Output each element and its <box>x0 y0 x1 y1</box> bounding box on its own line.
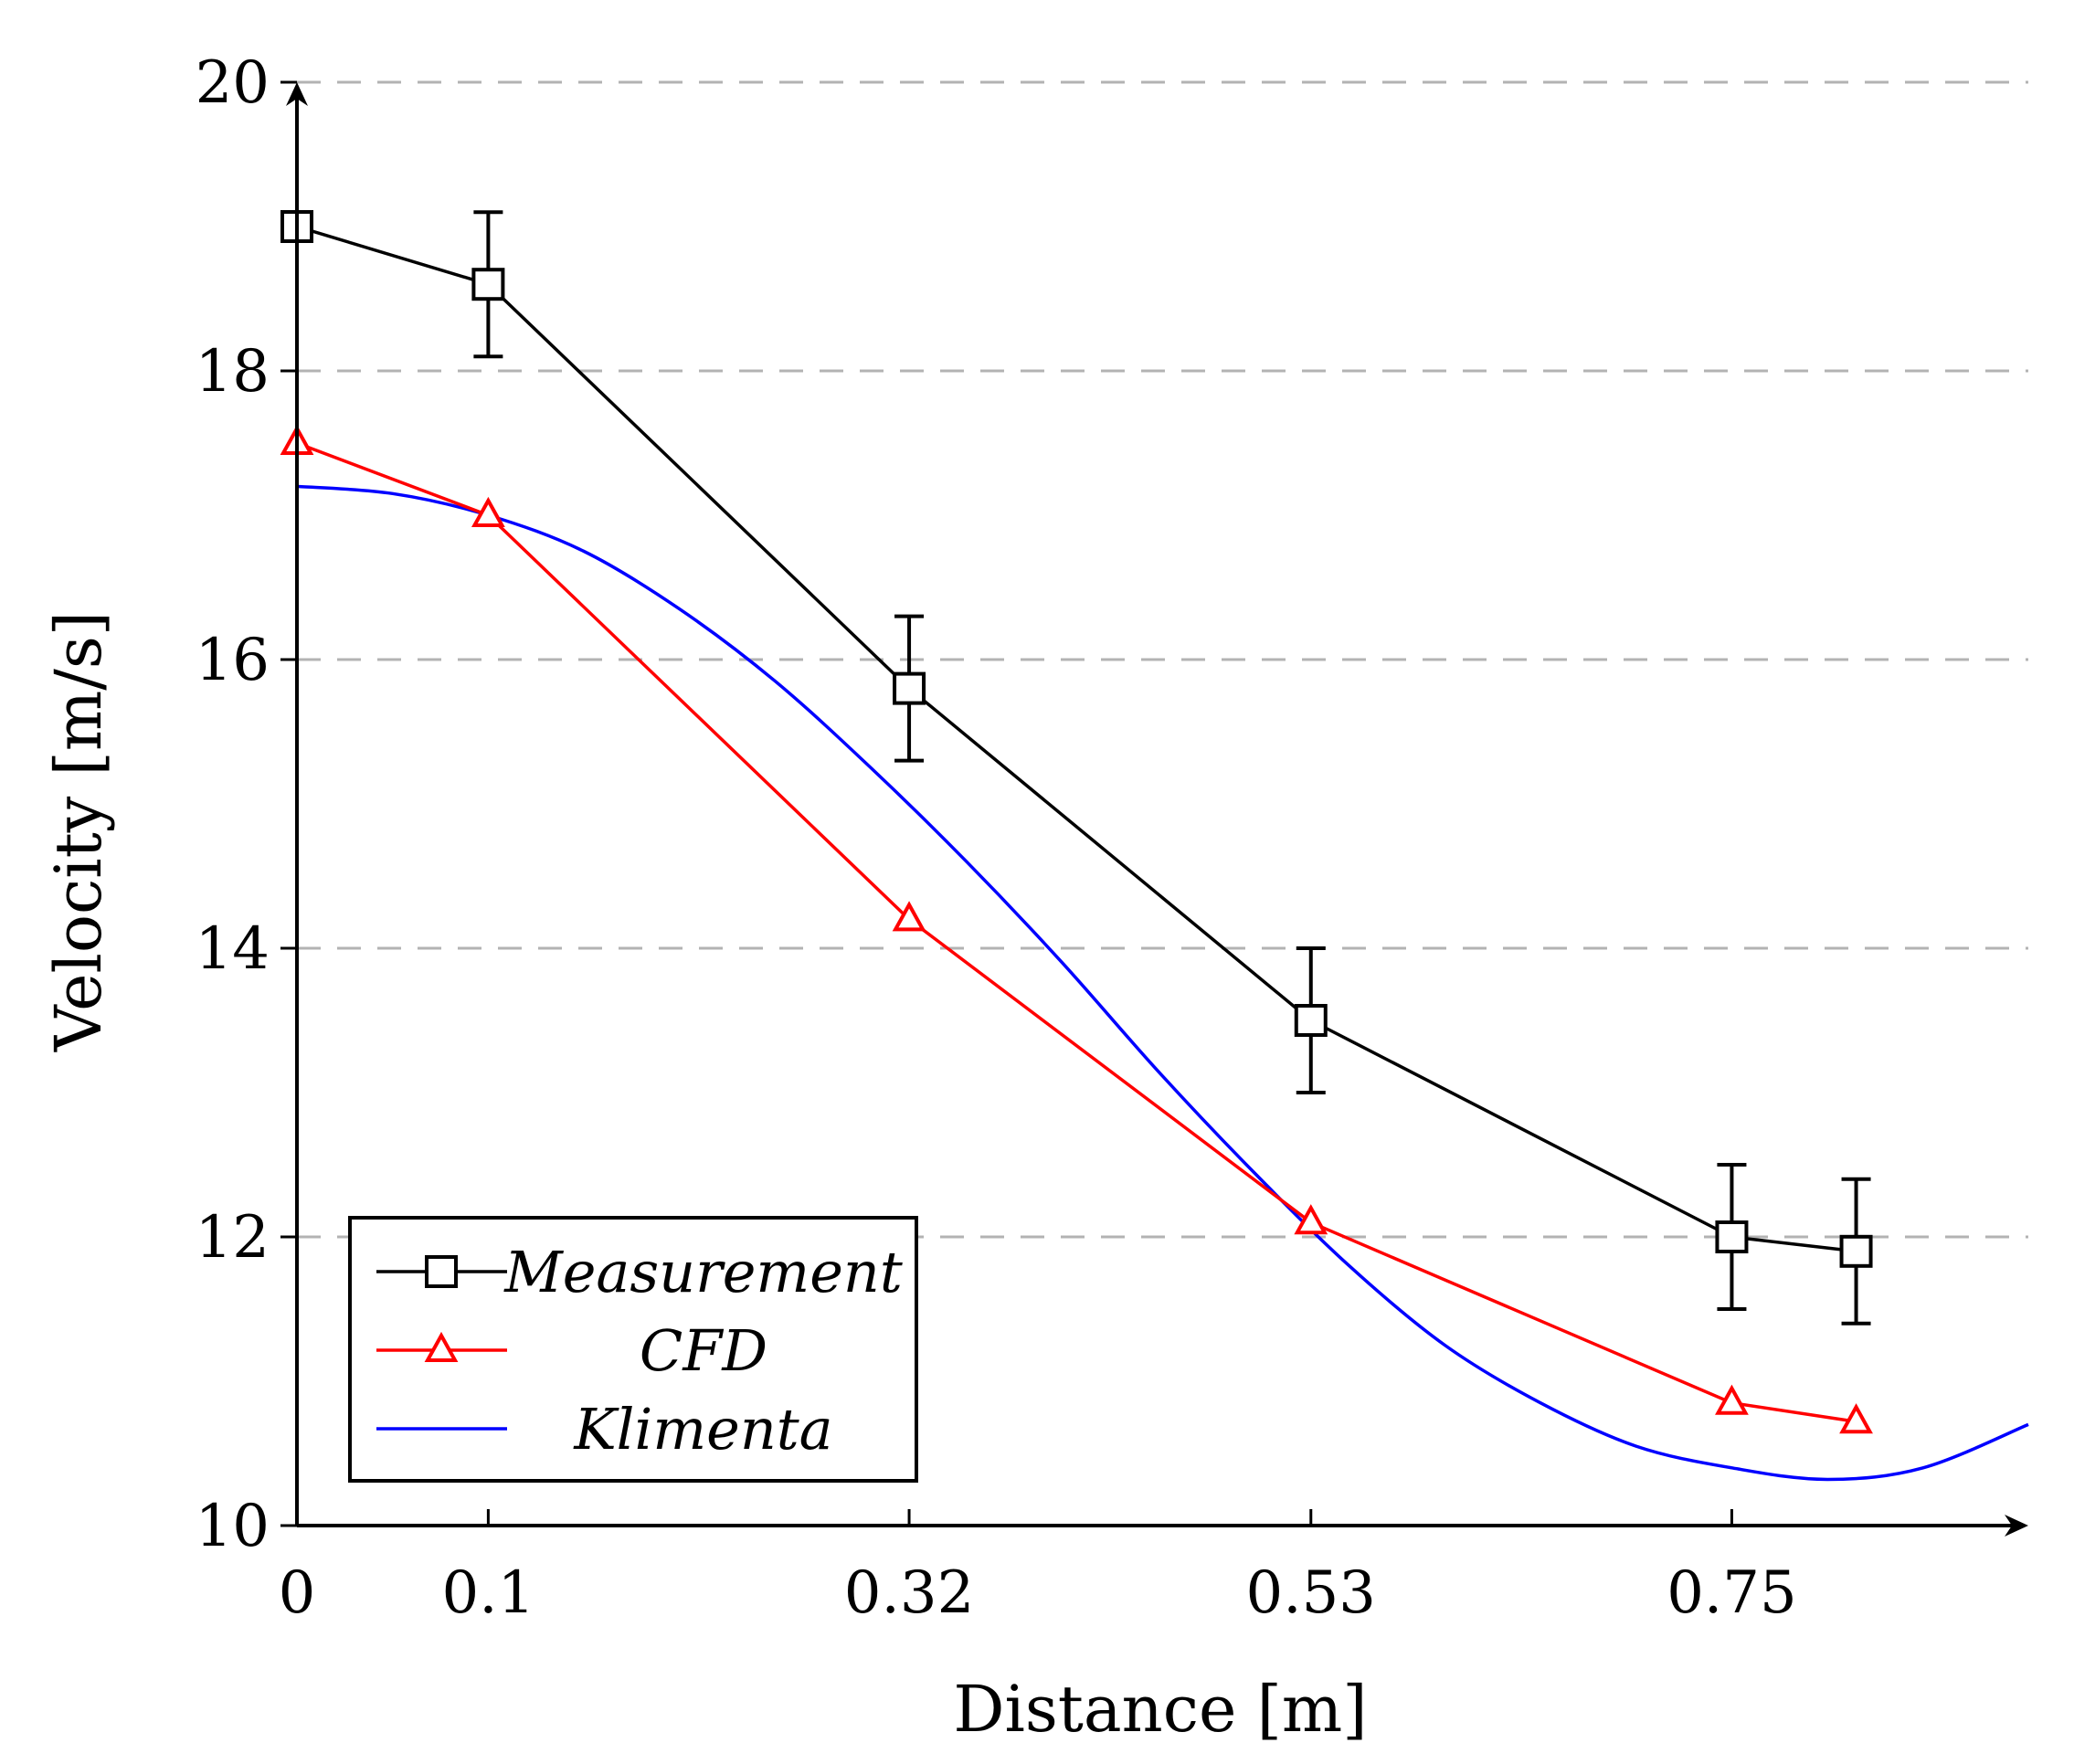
marker-cfd-4 <box>1715 1384 1749 1415</box>
legend: Measurement CFD Klimenta <box>348 1216 918 1483</box>
series-line-cfd <box>296 441 1857 1423</box>
x-tick-label-2: 0.32 <box>844 1559 975 1627</box>
x-tick-label-1: 0.1 <box>442 1559 535 1627</box>
x-axis-label: Distance [m] <box>953 1672 1367 1747</box>
x-tick-label-0: 0 <box>279 1559 316 1627</box>
marker-measurement-1 <box>471 268 505 301</box>
y-tick-label-2: 14 <box>196 915 270 983</box>
legend-label-klimenta: Klimenta <box>573 1396 832 1463</box>
marker-cfd-1 <box>471 496 505 527</box>
series-klimenta <box>296 484 2029 1482</box>
y-tick-label-4: 18 <box>196 338 270 406</box>
y-axis-arrow <box>286 82 308 106</box>
y-tick-label-3: 16 <box>196 627 270 694</box>
series-line-measurement <box>296 225 1857 1253</box>
tick-labels: 0 0.1 0.32 0.53 0.75 10 12 14 16 18 20 <box>196 49 1797 1627</box>
marker-measurement-3 <box>1294 1004 1328 1037</box>
grid-lines <box>297 80 2028 1239</box>
legend-label-measurement: Measurement <box>503 1239 903 1305</box>
marker-cfd-2 <box>892 901 926 932</box>
marker-measurement-4 <box>1715 1220 1749 1253</box>
marker-cfd-5 <box>1839 1403 1873 1434</box>
y-tick-label-5: 20 <box>196 49 270 117</box>
y-axis-label: Velocity [m/s] <box>41 611 116 1052</box>
series-line-klimenta <box>296 484 2029 1482</box>
legend-entries: Measurement CFD Klimenta <box>376 1239 903 1463</box>
marker-measurement-5 <box>1839 1234 1873 1268</box>
x-tick-label-3: 0.53 <box>1246 1559 1377 1627</box>
series-measurement <box>280 210 1873 1326</box>
y-tick-label-1: 12 <box>196 1204 270 1272</box>
legend-label-cfd: CFD <box>640 1317 767 1384</box>
legend-marker-cfd <box>424 1331 459 1362</box>
x-tick-label-4: 0.75 <box>1667 1559 1797 1627</box>
axes <box>280 80 2028 1537</box>
marker-cfd-3 <box>1294 1204 1328 1235</box>
legend-marker-measurement <box>425 1255 458 1288</box>
marker-measurement-2 <box>893 671 926 705</box>
y-tick-label-0: 10 <box>196 1493 270 1560</box>
data-series <box>280 210 2029 1482</box>
x-axis-arrow <box>2005 1515 2028 1537</box>
